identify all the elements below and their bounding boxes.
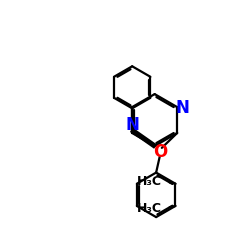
Text: H₃C: H₃C <box>137 202 162 215</box>
Text: N: N <box>176 98 190 116</box>
Text: O: O <box>153 142 167 160</box>
Text: H₃C: H₃C <box>137 175 162 188</box>
Text: N: N <box>126 116 139 134</box>
